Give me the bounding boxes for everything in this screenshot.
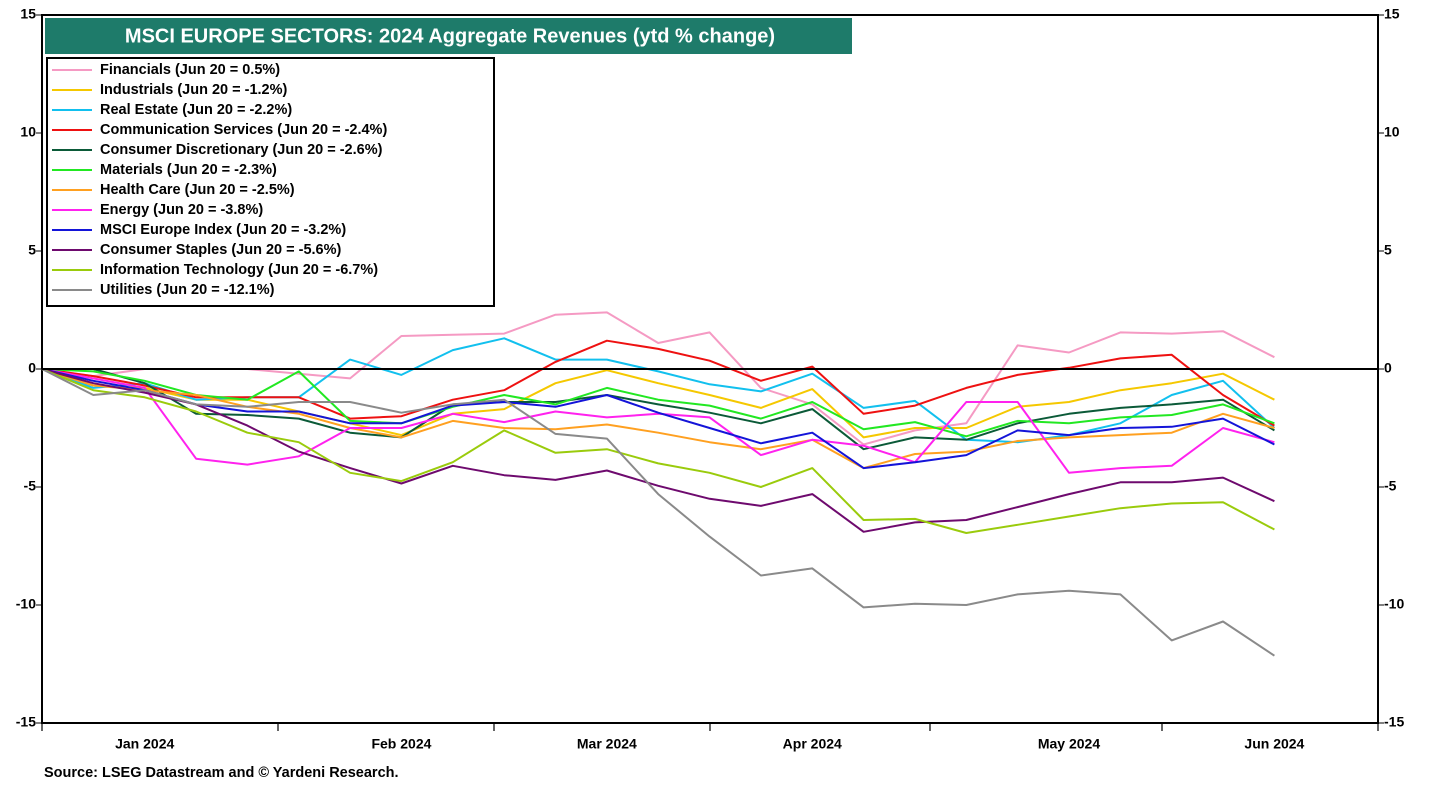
series-line xyxy=(41,368,1275,439)
y2-tick-label: -10 xyxy=(1384,596,1404,612)
legend-label: Consumer Staples (Jun 20 = -5.6%) xyxy=(100,242,342,258)
y2-tick-label: -15 xyxy=(1384,714,1404,730)
legend-label: Consumer Discretionary (Jun 20 = -2.6%) xyxy=(100,142,383,158)
title-box xyxy=(45,18,852,54)
series-line xyxy=(42,368,1275,451)
y-tick-label: 5 xyxy=(28,242,36,258)
x-tick-label: May 2024 xyxy=(1038,736,1100,752)
x-tick-label: Feb 2024 xyxy=(371,736,431,752)
legend-label: Financials (Jun 20 = 0.5%) xyxy=(100,62,280,78)
y-tick-label: 0 xyxy=(28,360,36,376)
series-line xyxy=(41,337,1276,444)
legend-label: Information Technology (Jun 20 = -6.7%) xyxy=(100,262,378,278)
month-ticks xyxy=(41,723,1379,731)
series-line xyxy=(41,368,1275,474)
y-tick-label: 15 xyxy=(20,6,36,22)
y2-tick-label: 15 xyxy=(1384,6,1400,22)
legend-label: MSCI Europe Index (Jun 20 = -3.2%) xyxy=(100,222,346,238)
legend-label: Health Care (Jun 20 = -2.5%) xyxy=(100,182,295,198)
y2-tick-label: 10 xyxy=(1384,124,1400,140)
legend-box xyxy=(46,57,495,307)
series-line xyxy=(41,368,1275,533)
chart-title: MSCI EUROPE SECTORS: 2024 Aggregate Reve… xyxy=(125,25,775,47)
legend-label: Real Estate (Jun 20 = -2.2%) xyxy=(100,102,292,118)
legend: Financials (Jun 20 = 0.5%) Industrials (J… xyxy=(52,62,387,298)
y2-tick-label: 5 xyxy=(1384,242,1392,258)
x-tick-label: Mar 2024 xyxy=(577,736,637,752)
series-lines xyxy=(41,311,1378,657)
source-note: Source: LSEG Datastream and © Yardeni Re… xyxy=(44,765,399,781)
legend-label: Communication Services (Jun 20 = -2.4%) xyxy=(100,122,387,138)
y-tick-label: -5 xyxy=(24,478,37,494)
y2-tick-label: -5 xyxy=(1384,478,1397,494)
legend-label: Industrials (Jun 20 = -1.2%) xyxy=(100,82,288,98)
legend-label: Energy (Jun 20 = -3.8%) xyxy=(100,202,263,218)
series-line xyxy=(41,368,1275,534)
y-tick-label: 10 xyxy=(20,124,36,140)
series-line xyxy=(41,368,1275,657)
y2-tick-label: 0 xyxy=(1384,360,1392,376)
x-tick-label: Jun 2024 xyxy=(1244,736,1304,752)
series-line xyxy=(41,368,1275,470)
legend-label: Utilities (Jun 20 = -12.1%) xyxy=(100,282,275,298)
series-line xyxy=(41,339,1275,427)
x-tick-label: Jan 2024 xyxy=(115,736,174,752)
y-tick-label: -10 xyxy=(16,596,36,612)
series-line xyxy=(41,368,1275,438)
x-tick-label: Apr 2024 xyxy=(783,736,842,752)
legend-label: Materials (Jun 20 = -2.3%) xyxy=(100,162,277,178)
y-tick-label: -15 xyxy=(16,714,36,730)
